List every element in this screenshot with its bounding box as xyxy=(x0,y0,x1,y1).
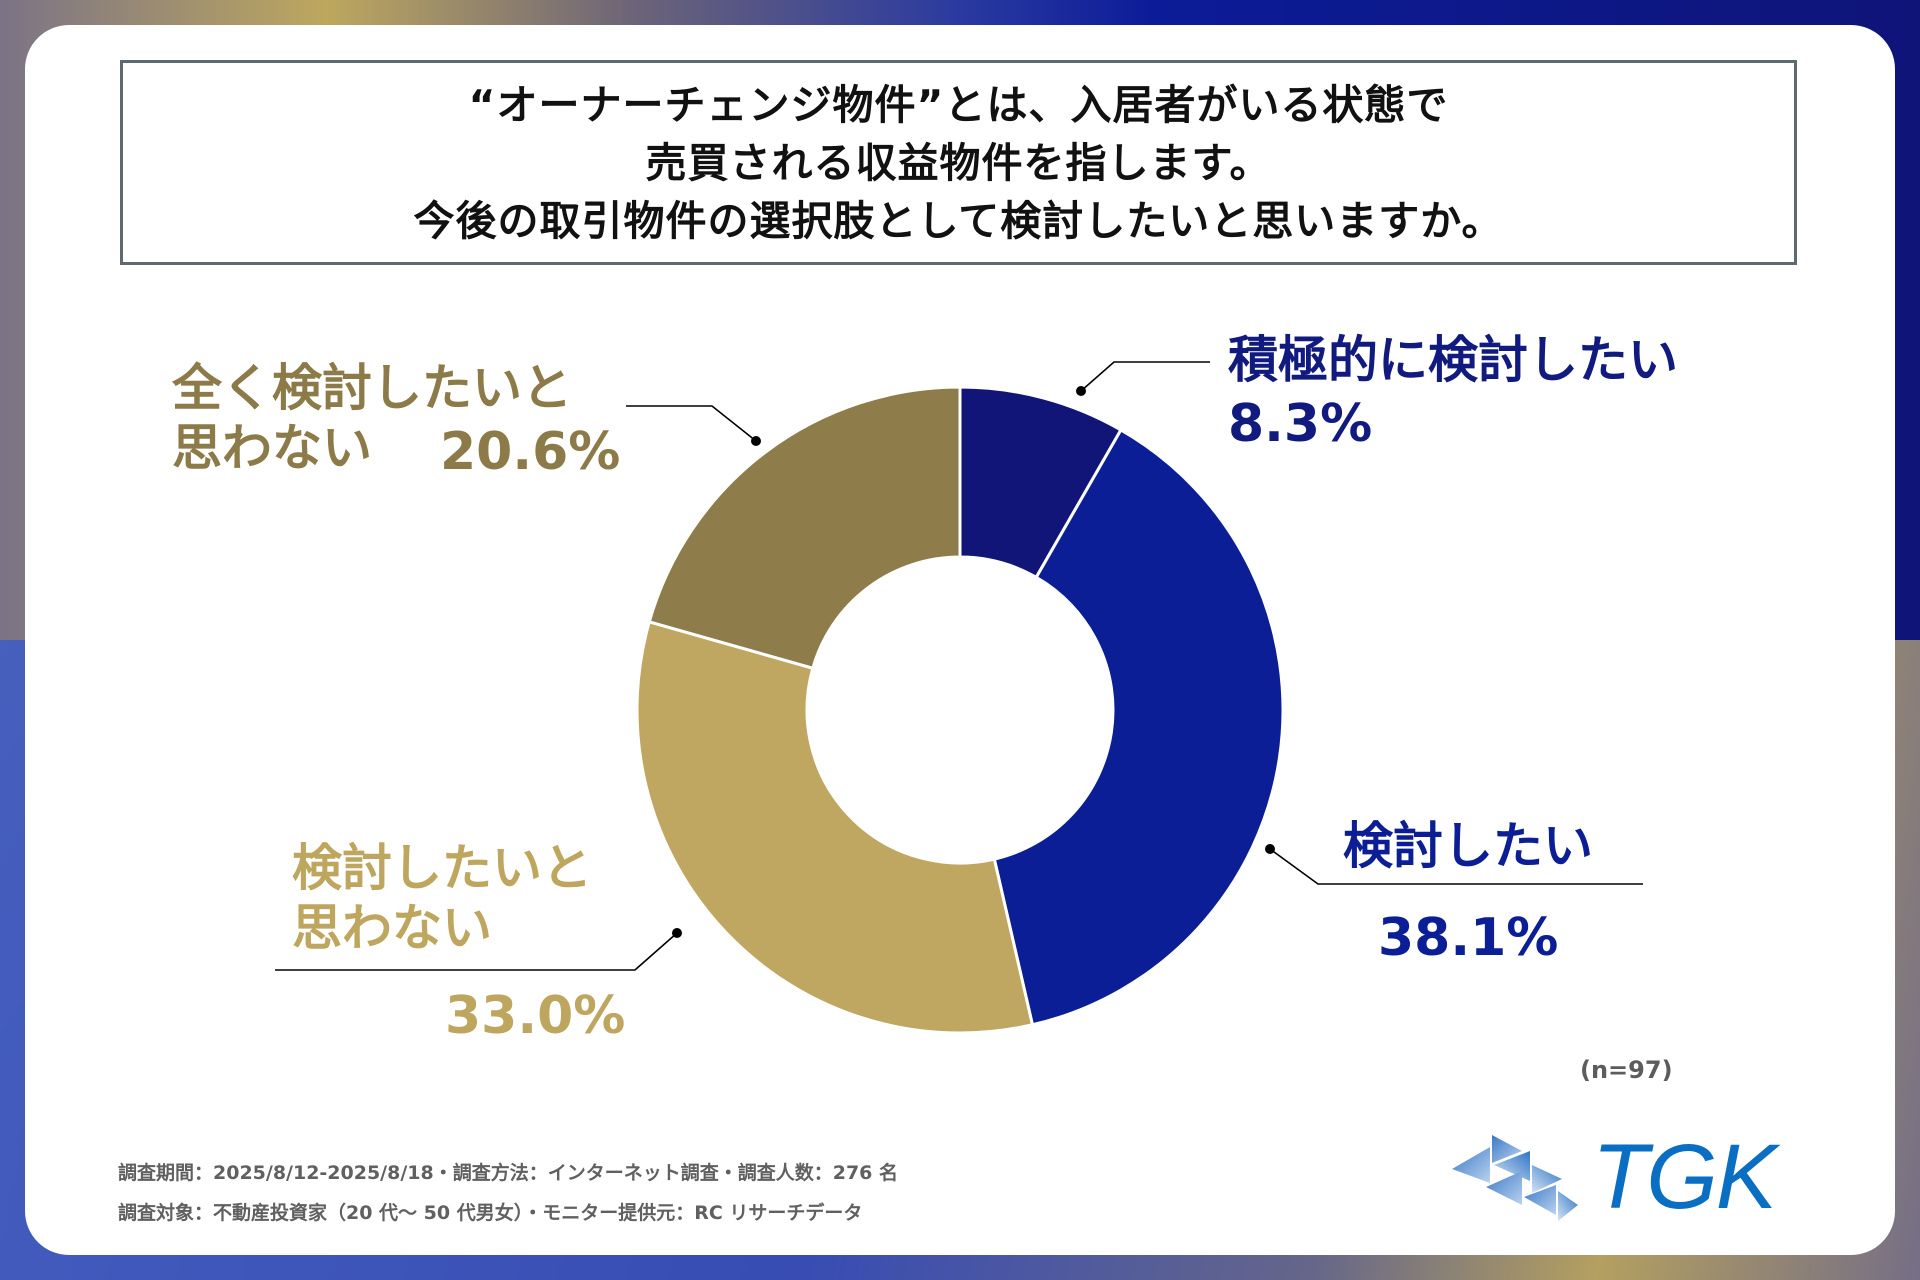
leader-lines xyxy=(275,361,1643,971)
donut-slices xyxy=(635,385,1285,1035)
value-not-at-all: 20.6% xyxy=(440,422,621,482)
label-consider: 検討したい xyxy=(1343,817,1593,875)
slice-not-at-all xyxy=(647,385,962,671)
value-strongly-consider: 8.3% xyxy=(1228,394,1373,454)
content-card xyxy=(25,25,1895,1255)
slice-not-consider xyxy=(635,619,1035,1035)
tgk-logo: TGK xyxy=(1452,1126,1792,1228)
tgk-triangle-mosaic-icon xyxy=(1452,1135,1578,1221)
value-consider: 38.1% xyxy=(1378,908,1559,968)
question-box: “オーナーチェンジ物件”とは、入居者がいる状態で 売買される収益物件を指します。… xyxy=(120,60,1797,265)
footer-survey-info: 調査期間：2025/8/12-2025/8/18・調査方法：インターネット調査・… xyxy=(118,1162,899,1184)
label-not-at-all-line1: 全く検討したいと xyxy=(172,359,572,417)
question-line-2: 売買される収益物件を指します。 xyxy=(645,138,1272,187)
question-line-3: 今後の取引物件の選択肢として検討したいと思いますか。 xyxy=(413,196,1504,245)
label-strongly-consider: 積極的に検討したい xyxy=(1228,331,1678,389)
tgk-logo-text: TGK xyxy=(1592,1126,1777,1228)
sample-size: (n=97) xyxy=(1580,1056,1673,1084)
label-not-consider-line1: 検討したいと xyxy=(292,839,592,897)
label-not-at-all-line2: 思わない xyxy=(172,419,372,477)
leader-line-not-consider xyxy=(275,932,678,971)
value-not-consider: 33.0% xyxy=(445,986,626,1046)
footer-survey-target: 調査対象：不動産投資家（20 代～ 50 代男女）・モニター提供元：RC リサー… xyxy=(118,1202,863,1224)
question-line-1: “オーナーチェンジ物件”とは、入居者がいる状態で xyxy=(468,80,1449,129)
leader-line-strongly-consider xyxy=(1080,361,1210,392)
leader-line-not-at-all xyxy=(626,405,757,442)
label-not-consider-line2: 思わない xyxy=(292,899,492,957)
slice-consider xyxy=(992,427,1285,1027)
leader-line-consider xyxy=(1269,848,1643,885)
